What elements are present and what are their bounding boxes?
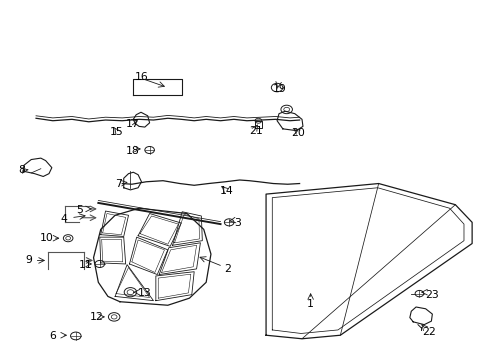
Text: 11: 11 xyxy=(79,260,93,270)
Text: 14: 14 xyxy=(219,186,233,196)
Text: 1: 1 xyxy=(306,299,313,309)
Text: 10: 10 xyxy=(40,233,53,243)
Text: 20: 20 xyxy=(291,129,305,139)
Text: 3: 3 xyxy=(233,218,240,228)
Text: 8: 8 xyxy=(18,165,25,175)
Text: 13: 13 xyxy=(138,288,152,298)
Text: 21: 21 xyxy=(249,126,263,136)
Text: 18: 18 xyxy=(125,146,139,156)
Text: 16: 16 xyxy=(134,72,148,82)
Text: 9: 9 xyxy=(26,256,33,265)
Text: 19: 19 xyxy=(272,84,285,94)
Text: 5: 5 xyxy=(76,205,82,215)
Text: 22: 22 xyxy=(421,327,435,337)
Text: 23: 23 xyxy=(425,290,439,300)
Text: 17: 17 xyxy=(125,119,139,129)
Text: 2: 2 xyxy=(224,264,231,274)
Text: 4: 4 xyxy=(60,214,67,224)
Text: 15: 15 xyxy=(109,127,123,138)
Text: 7: 7 xyxy=(115,179,122,189)
Text: 12: 12 xyxy=(90,312,104,322)
Text: 6: 6 xyxy=(49,331,56,341)
